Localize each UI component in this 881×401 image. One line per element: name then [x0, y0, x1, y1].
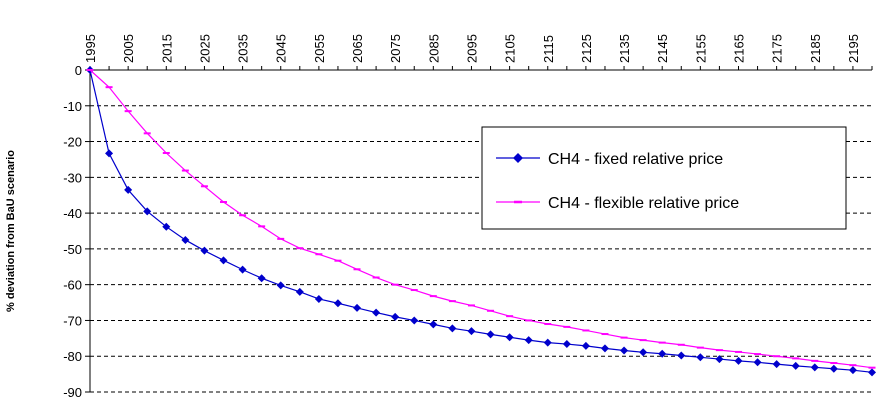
x-tick-label: 2125	[579, 34, 594, 63]
y-axis-title: % deviation from BaU scenario	[5, 150, 17, 312]
x-tick-label: 2145	[655, 34, 670, 63]
data-point	[333, 299, 342, 308]
data-point	[486, 330, 495, 339]
data-point	[162, 222, 171, 231]
x-tick-label: 2085	[426, 34, 441, 63]
x-tick-label: 2135	[617, 34, 632, 63]
data-point	[562, 340, 571, 349]
x-tick-label: 2195	[846, 34, 861, 63]
data-point	[219, 256, 228, 265]
y-tick-label: -90	[63, 385, 82, 400]
data-point	[639, 348, 648, 357]
x-tick-label: 2075	[388, 34, 403, 63]
data-point	[467, 327, 476, 336]
legend-swatch-marker	[513, 153, 523, 163]
data-point	[505, 333, 514, 342]
data-point	[543, 338, 552, 347]
x-tick-label: 2045	[274, 34, 289, 63]
x-tick-label: 2185	[808, 34, 823, 63]
series-2	[86, 69, 876, 369]
data-point	[143, 207, 152, 216]
data-point	[295, 287, 304, 296]
legend-box	[481, 126, 847, 230]
data-point	[620, 346, 629, 355]
y-tick-label: -40	[63, 206, 82, 221]
x-tick-label: 2035	[236, 34, 251, 63]
y-tick-label: -30	[63, 170, 82, 185]
x-tick-label: 2165	[731, 34, 746, 63]
data-point	[200, 246, 209, 255]
data-point	[448, 324, 457, 333]
x-tick-label: 1995	[83, 34, 98, 63]
data-point	[181, 235, 190, 244]
x-tick-label: 2175	[770, 34, 785, 63]
data-point	[677, 351, 686, 360]
data-point	[124, 185, 133, 194]
data-point	[581, 341, 590, 350]
data-point	[353, 303, 362, 312]
data-point	[429, 320, 438, 329]
y-tick-label: -10	[63, 99, 82, 114]
data-point	[734, 356, 743, 365]
data-point	[658, 349, 667, 358]
data-point	[868, 368, 876, 377]
x-tick-label: 2155	[693, 34, 708, 63]
y-tick-label: -60	[63, 278, 82, 293]
data-point	[791, 361, 800, 370]
data-point	[848, 366, 857, 375]
data-point	[829, 364, 838, 373]
data-point	[410, 316, 419, 325]
series-lines	[86, 66, 876, 377]
y-tick-label: -80	[63, 349, 82, 364]
data-point	[524, 336, 533, 345]
y-tick-label: 0	[75, 63, 82, 78]
x-tick-label: 2105	[503, 34, 518, 63]
y-tick-label: -50	[63, 242, 82, 257]
legend-label: CH4 - fixed relative price	[548, 151, 723, 168]
data-point	[372, 308, 381, 317]
data-point	[753, 358, 762, 367]
axes: 0 -10 -20 -30 -40 -50 -60 -70 -80 -90 1995 2005 2015…	[5, 34, 873, 400]
x-tick-label: 2055	[312, 34, 327, 63]
data-point	[715, 355, 724, 364]
data-point	[314, 294, 323, 303]
data-point	[276, 281, 285, 290]
y-tick-label: -70	[63, 313, 82, 328]
x-tick-label: 2005	[121, 34, 136, 63]
data-point	[810, 363, 819, 372]
legend: CH4 - fixed relative price CH4 - flexible…	[481, 126, 847, 230]
x-tick-label: 2015	[159, 34, 174, 63]
x-tick-label: 2065	[350, 34, 365, 63]
series-1	[86, 66, 876, 377]
data-point	[600, 344, 609, 353]
x-tick-label: 2115	[541, 35, 556, 63]
x-tick-label: 2095	[464, 34, 479, 63]
y-tick-label: -20	[63, 135, 82, 150]
data-point	[257, 274, 266, 283]
data-point	[772, 360, 781, 369]
data-point	[696, 353, 705, 362]
data-point	[238, 265, 247, 274]
data-point	[105, 149, 114, 158]
legend-label: CH4 - flexible relative price	[548, 195, 739, 212]
x-tick-label: 2025	[197, 34, 212, 63]
data-point	[391, 312, 400, 321]
